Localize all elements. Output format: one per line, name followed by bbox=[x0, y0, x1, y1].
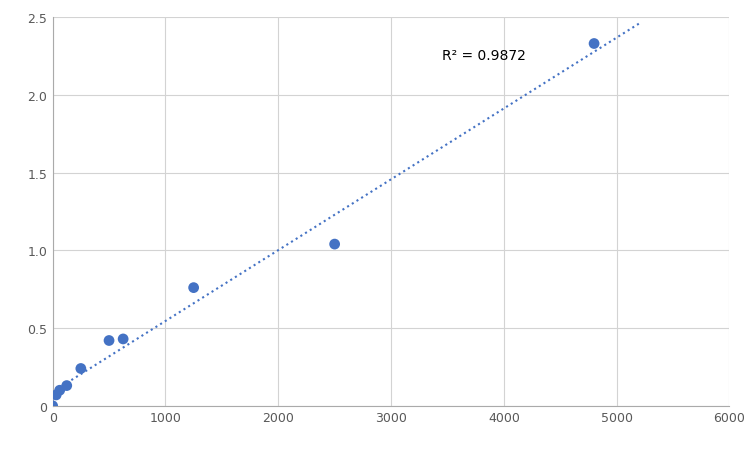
Point bbox=[47, 402, 59, 410]
Point bbox=[61, 382, 73, 389]
Point bbox=[588, 41, 600, 48]
Point bbox=[103, 337, 115, 345]
Point bbox=[329, 241, 341, 248]
Point bbox=[117, 336, 129, 343]
Text: R² = 0.9872: R² = 0.9872 bbox=[441, 49, 526, 63]
Point bbox=[75, 365, 86, 372]
Point bbox=[50, 391, 62, 399]
Point bbox=[187, 285, 199, 292]
Point bbox=[53, 387, 65, 394]
